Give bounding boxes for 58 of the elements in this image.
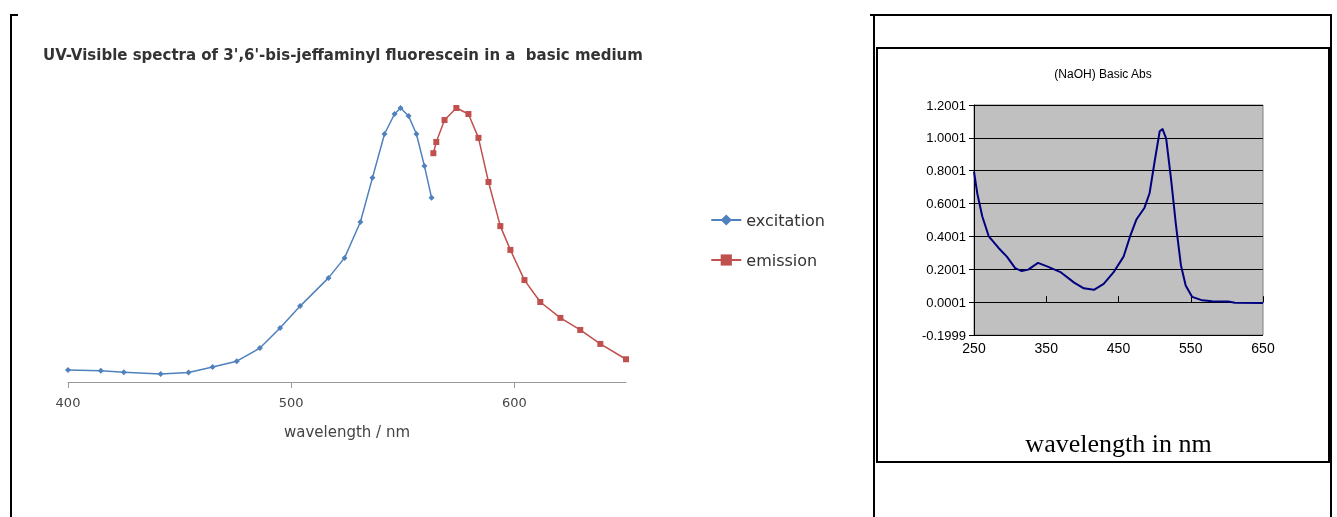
y-tick-label: 0.8001 xyxy=(926,163,966,179)
point xyxy=(485,178,492,185)
x-tick-label: 350 xyxy=(1034,340,1059,356)
point xyxy=(391,111,398,118)
point xyxy=(97,367,104,374)
point xyxy=(233,358,240,365)
point xyxy=(430,150,437,157)
x-axis-title: wavelength in nm xyxy=(1025,428,1212,458)
point xyxy=(453,105,460,111)
point xyxy=(120,369,127,376)
chart-title: (NaOH) Basic Abs xyxy=(1054,67,1152,81)
point xyxy=(256,345,263,352)
legend-label: excitation xyxy=(746,210,825,230)
point xyxy=(381,131,388,138)
x-tick-label: 450 xyxy=(1106,340,1131,356)
point xyxy=(497,223,504,230)
point xyxy=(209,363,216,370)
x-tick-label: 650 xyxy=(1251,340,1275,356)
point xyxy=(157,371,164,378)
point xyxy=(405,112,412,119)
point xyxy=(185,369,192,376)
point xyxy=(297,303,304,310)
chart-title: UV-Visible spectra of 3',6'-bis-jeffaminyl fluorescein in a basic medium xyxy=(43,45,643,64)
point xyxy=(325,274,332,281)
point xyxy=(277,325,284,332)
x-tick-label: 550 xyxy=(1179,340,1203,356)
point xyxy=(507,246,514,253)
x-tick-label: 400 xyxy=(55,395,81,410)
point xyxy=(369,174,376,181)
point xyxy=(413,131,420,138)
point xyxy=(465,111,472,118)
point xyxy=(537,298,544,305)
y-tick-label: 0.4001 xyxy=(926,228,966,244)
y-tick-label: 1.2001 xyxy=(926,97,966,113)
x-axis-title: wavelength / nm xyxy=(283,422,411,441)
point xyxy=(557,314,564,321)
point xyxy=(341,254,348,261)
point xyxy=(521,277,528,284)
point xyxy=(597,340,604,347)
y-tick-label: 1.0001 xyxy=(926,130,966,146)
point xyxy=(357,218,364,225)
y-tick-label: 0.0001 xyxy=(926,294,966,310)
point xyxy=(428,194,435,201)
y-tick-label: 0.6001 xyxy=(926,196,966,212)
point xyxy=(65,366,71,373)
y-tick-label: -0.1999 xyxy=(921,327,966,343)
x-tick-label: 250 xyxy=(962,340,986,356)
point xyxy=(441,117,448,124)
point xyxy=(623,356,629,363)
y-tick-label: 0.2001 xyxy=(926,261,966,277)
point xyxy=(577,326,584,333)
point xyxy=(397,105,404,111)
point xyxy=(475,134,482,141)
x-tick-label: 600 xyxy=(501,395,527,410)
point xyxy=(421,163,428,170)
point xyxy=(433,138,440,145)
x-tick-label: 500 xyxy=(278,395,304,410)
legend-label: emission xyxy=(746,250,818,270)
